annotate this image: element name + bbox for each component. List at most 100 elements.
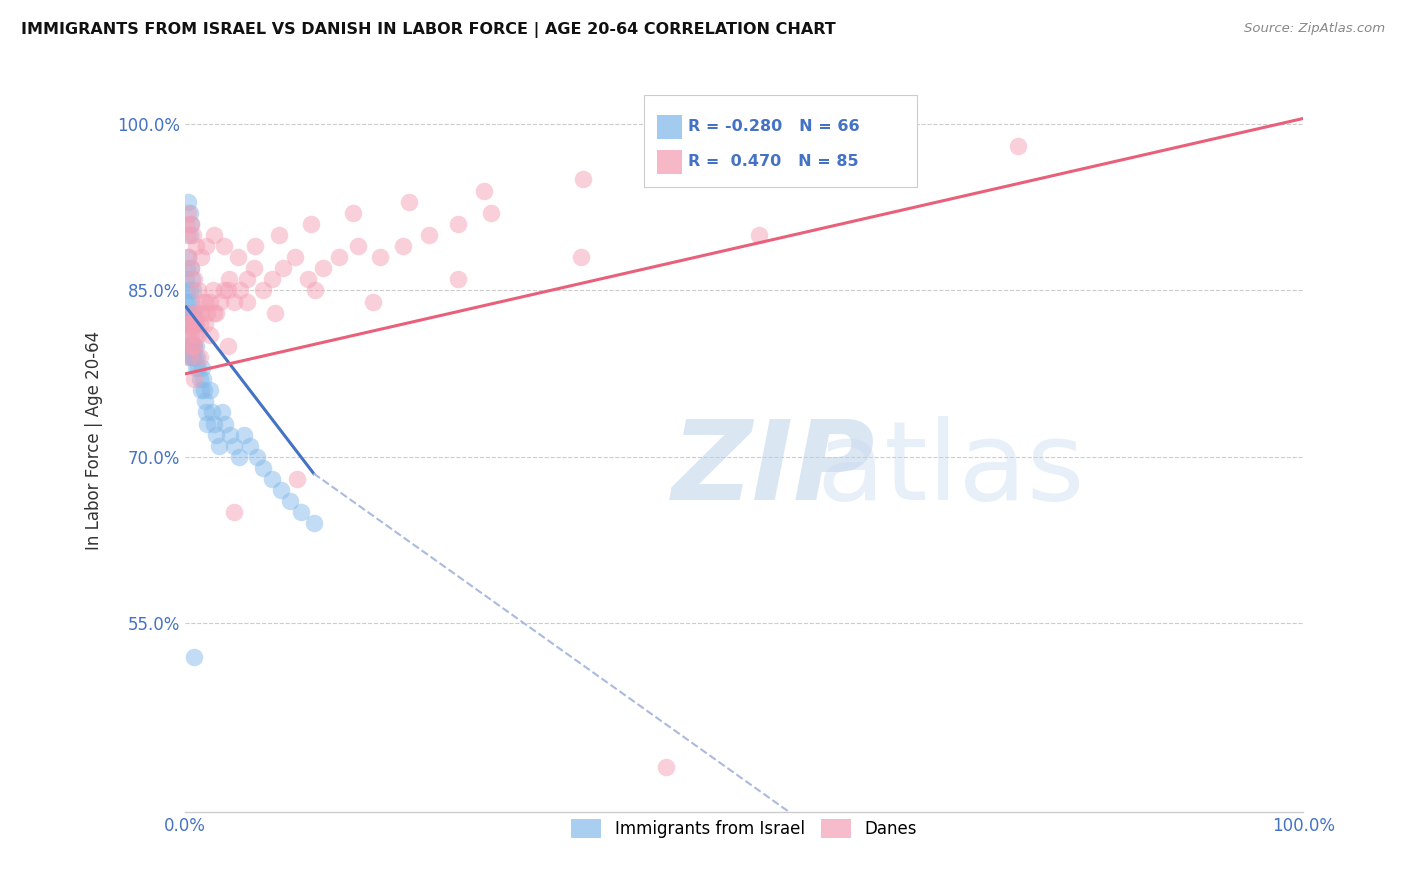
Point bbox=[174, 317, 197, 331]
Point bbox=[235, 294, 257, 309]
Point bbox=[1007, 139, 1029, 153]
Point bbox=[217, 284, 239, 298]
Point bbox=[176, 261, 198, 276]
Point bbox=[205, 305, 228, 319]
Point bbox=[186, 317, 208, 331]
Point bbox=[186, 361, 208, 376]
Point bbox=[569, 250, 592, 264]
Point bbox=[218, 427, 240, 442]
Point bbox=[181, 339, 204, 353]
Point bbox=[252, 461, 274, 475]
Point bbox=[177, 250, 200, 264]
Point bbox=[418, 227, 440, 242]
Point bbox=[218, 272, 240, 286]
Point bbox=[198, 384, 221, 398]
Point bbox=[180, 339, 202, 353]
Point bbox=[186, 239, 208, 253]
Point bbox=[188, 372, 211, 386]
Point bbox=[184, 317, 207, 331]
Point bbox=[179, 227, 201, 242]
Point bbox=[188, 317, 211, 331]
Point bbox=[193, 384, 215, 398]
Point bbox=[176, 227, 198, 242]
Point bbox=[212, 284, 235, 298]
Point bbox=[181, 350, 204, 364]
Point bbox=[347, 239, 370, 253]
Point bbox=[177, 206, 200, 220]
Point bbox=[191, 294, 214, 309]
Point bbox=[179, 317, 201, 331]
Point bbox=[180, 305, 202, 319]
Point bbox=[311, 261, 333, 276]
Text: R =  0.470   N = 85: R = 0.470 N = 85 bbox=[689, 154, 859, 169]
Point bbox=[246, 450, 269, 464]
FancyBboxPatch shape bbox=[657, 150, 682, 174]
Y-axis label: In Labor Force | Age 20-64: In Labor Force | Age 20-64 bbox=[86, 331, 103, 549]
Point bbox=[177, 194, 200, 209]
Text: IMMIGRANTS FROM ISRAEL VS DANISH IN LABOR FORCE | AGE 20-64 CORRELATION CHART: IMMIGRANTS FROM ISRAEL VS DANISH IN LABO… bbox=[21, 22, 835, 38]
Point bbox=[285, 472, 308, 486]
Point bbox=[226, 250, 249, 264]
Point bbox=[180, 272, 202, 286]
Point bbox=[179, 284, 201, 298]
Point bbox=[174, 294, 197, 309]
Point bbox=[179, 206, 201, 220]
Point bbox=[176, 284, 198, 298]
Point bbox=[174, 217, 197, 231]
Point bbox=[284, 250, 307, 264]
Point bbox=[177, 350, 200, 364]
Point bbox=[278, 494, 301, 508]
Point bbox=[361, 294, 384, 309]
Point bbox=[655, 760, 678, 774]
Point bbox=[297, 272, 319, 286]
Point bbox=[194, 317, 217, 331]
Point bbox=[299, 217, 322, 231]
Point bbox=[207, 439, 229, 453]
Point bbox=[180, 294, 202, 309]
FancyBboxPatch shape bbox=[657, 115, 682, 139]
Point bbox=[704, 161, 727, 176]
Point bbox=[190, 305, 212, 319]
Point bbox=[187, 284, 209, 298]
Point bbox=[191, 361, 214, 376]
Point bbox=[180, 350, 202, 364]
Point bbox=[177, 317, 200, 331]
Point bbox=[392, 239, 415, 253]
FancyBboxPatch shape bbox=[644, 95, 918, 187]
Point bbox=[183, 305, 205, 319]
Point bbox=[202, 305, 225, 319]
Point bbox=[190, 250, 212, 264]
Point bbox=[187, 361, 209, 376]
Point bbox=[229, 284, 252, 298]
Point bbox=[267, 227, 290, 242]
Point bbox=[447, 272, 470, 286]
Point bbox=[176, 339, 198, 353]
Point bbox=[202, 417, 225, 431]
Point bbox=[262, 272, 284, 286]
Text: ZIP: ZIP bbox=[672, 417, 875, 524]
Point bbox=[202, 227, 225, 242]
Point bbox=[273, 261, 295, 276]
Point bbox=[197, 417, 219, 431]
Point bbox=[177, 294, 200, 309]
Point bbox=[197, 305, 219, 319]
Point bbox=[181, 317, 204, 331]
Point bbox=[181, 227, 204, 242]
Point bbox=[174, 272, 197, 286]
Text: Source: ZipAtlas.com: Source: ZipAtlas.com bbox=[1244, 22, 1385, 36]
Point bbox=[180, 261, 202, 276]
Point bbox=[188, 350, 211, 364]
Point bbox=[224, 294, 246, 309]
Point bbox=[235, 272, 257, 286]
Point bbox=[186, 339, 208, 353]
Point bbox=[198, 327, 221, 342]
Point bbox=[214, 417, 236, 431]
Point bbox=[447, 217, 470, 231]
Point bbox=[243, 261, 266, 276]
Point bbox=[263, 305, 285, 319]
Point bbox=[198, 294, 221, 309]
Point bbox=[184, 350, 207, 364]
Point bbox=[180, 261, 202, 276]
Point bbox=[228, 450, 250, 464]
Point bbox=[224, 439, 246, 453]
